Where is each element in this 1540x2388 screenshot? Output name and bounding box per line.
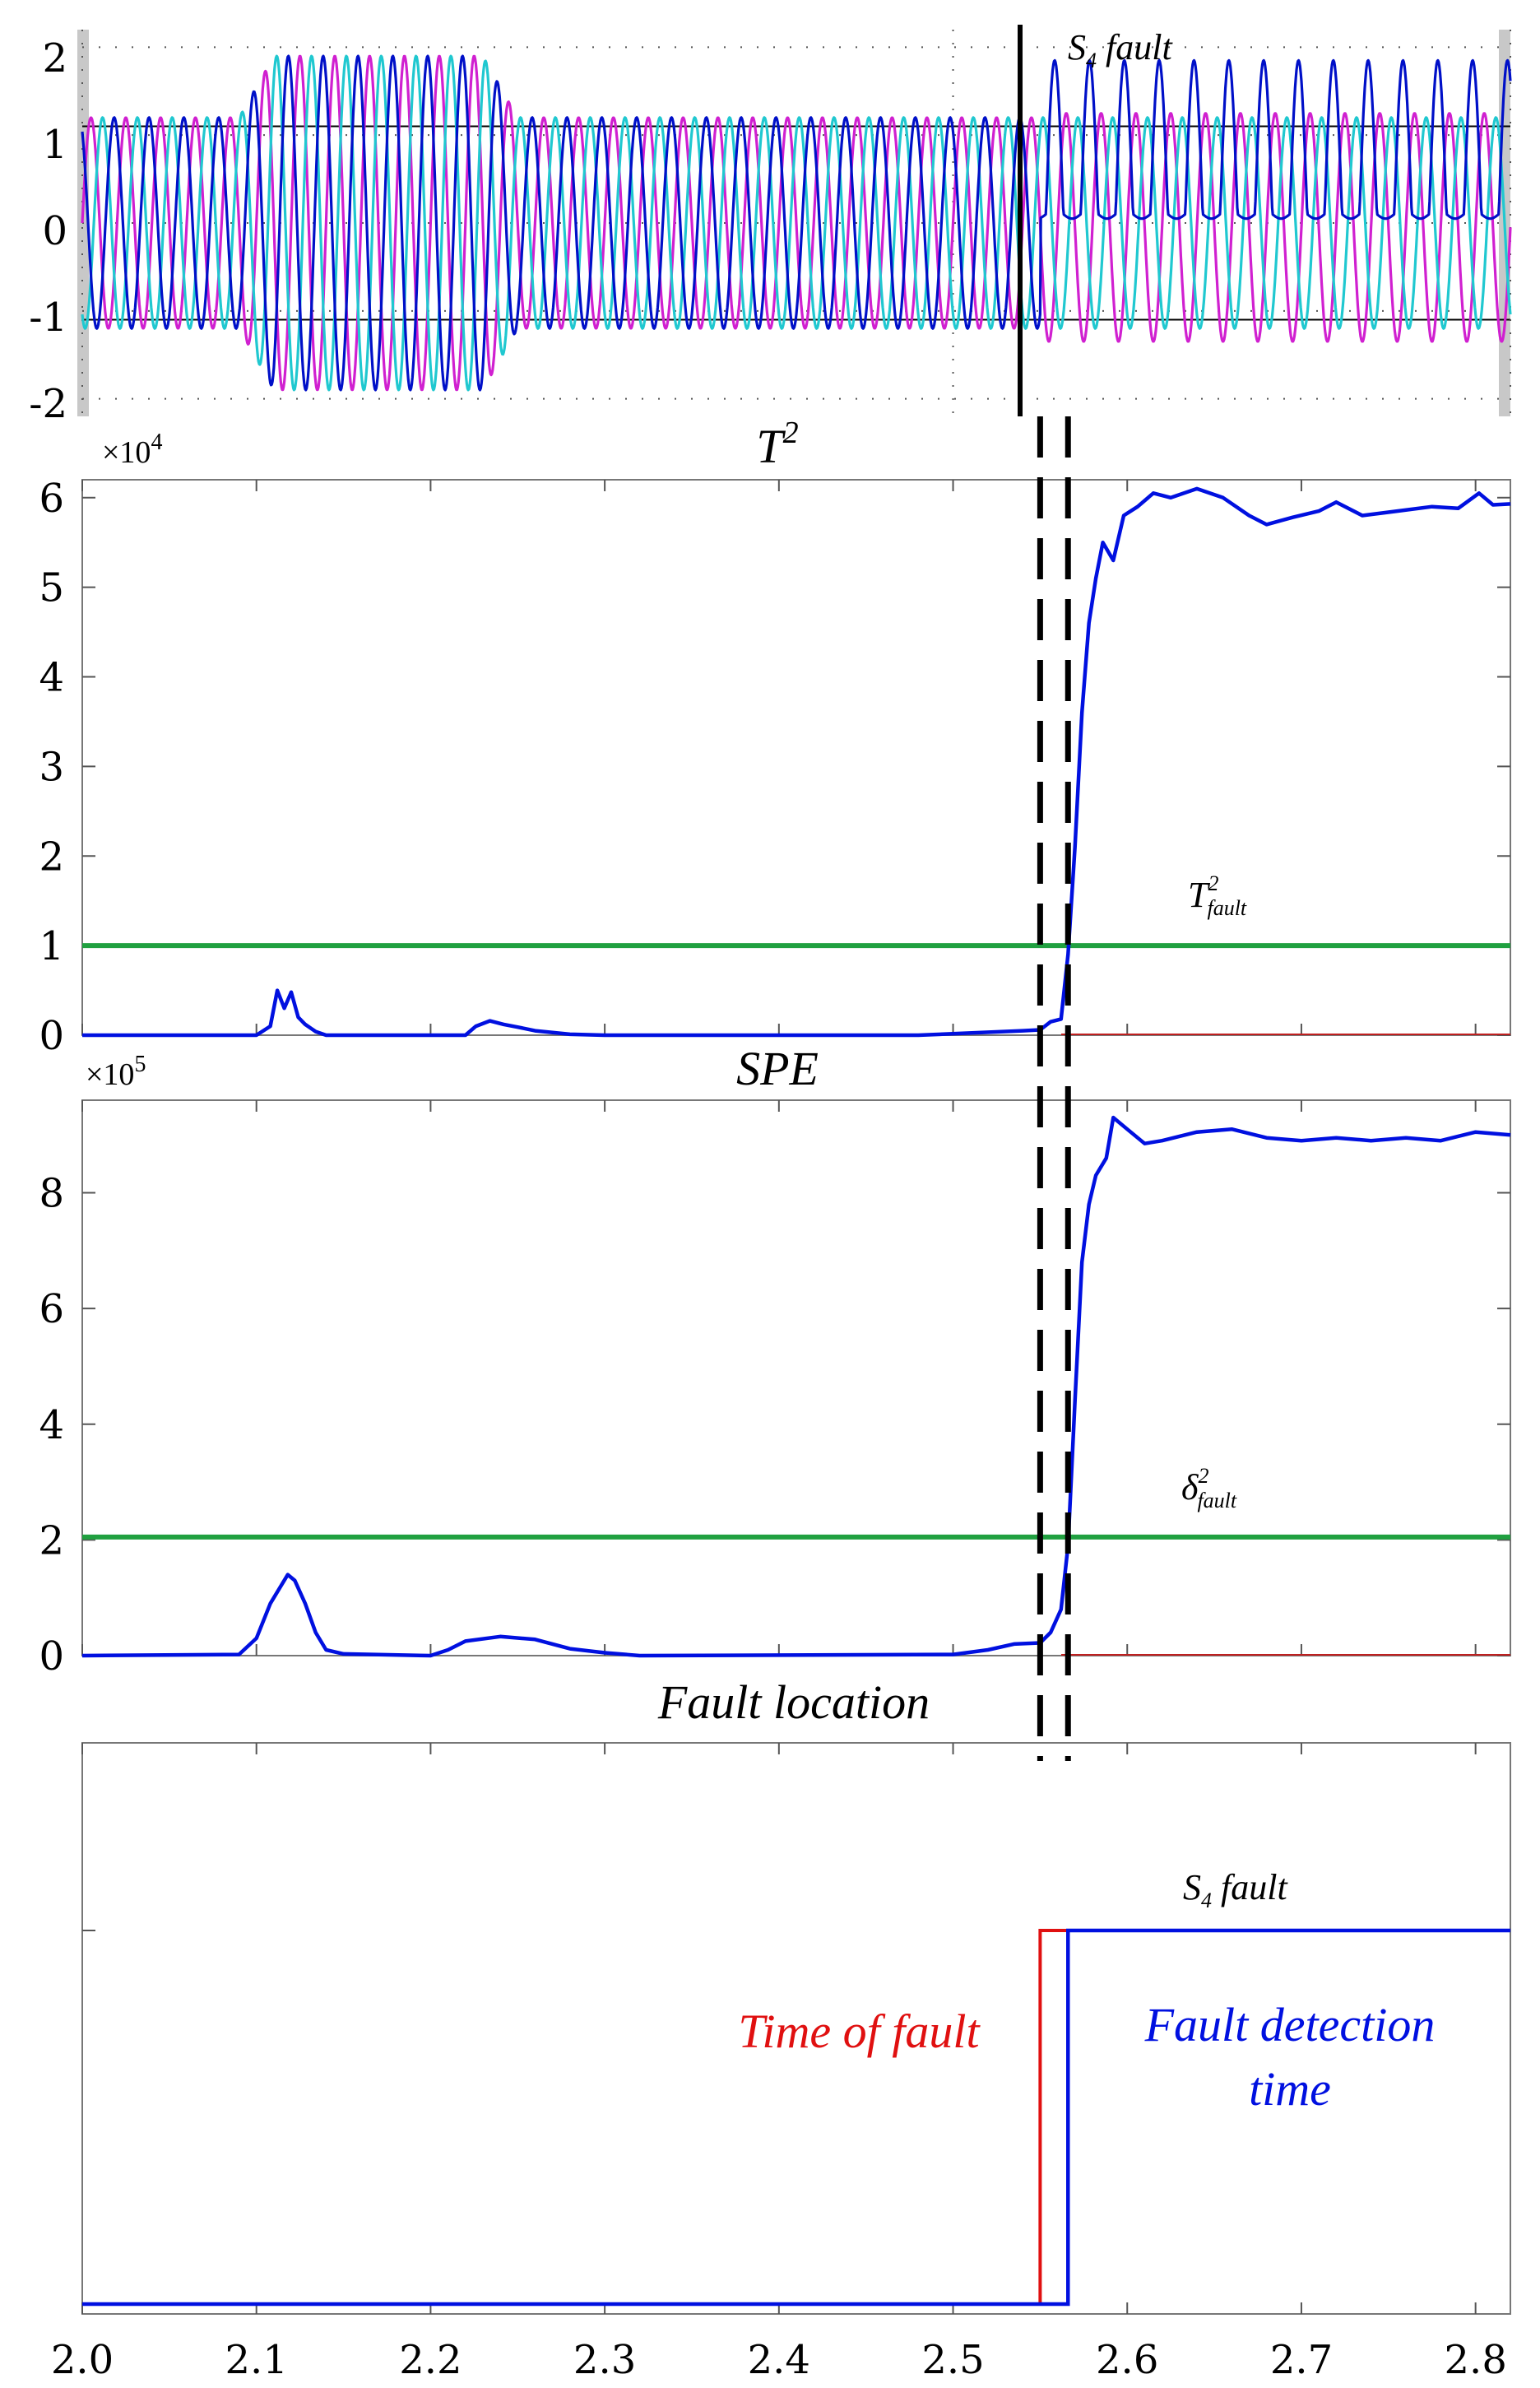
spe-threshold-label: δ2 fault bbox=[1181, 1464, 1237, 1512]
time-of-fault-label: Time of fault bbox=[738, 2005, 981, 2058]
y-tick-label: -1 bbox=[29, 295, 67, 341]
y-tick-label: 3 bbox=[39, 744, 64, 790]
y-tick-label: 0 bbox=[42, 208, 67, 254]
spe-y-ticks: 0 2 4 6 8 bbox=[39, 1171, 64, 1680]
spe-axes-box bbox=[81, 1099, 1511, 1656]
panel-t2: T2 ×104 0 1 2 3 4 5 6 T2 fault bbox=[39, 416, 1511, 1059]
spe-exponent: ×105 bbox=[86, 1052, 146, 1092]
t2-axes-box bbox=[81, 479, 1511, 1036]
t2-y-ticks: 0 1 2 3 4 5 6 bbox=[39, 476, 64, 1059]
phase-waveform-3 bbox=[81, 54, 1512, 392]
y-tick-label: 5 bbox=[39, 565, 64, 611]
x-tick-label: 2.0 bbox=[51, 2337, 114, 2383]
x-tick-label: 2.2 bbox=[399, 2337, 462, 2383]
x-tick-label: 2.6 bbox=[1096, 2337, 1158, 2383]
panel-phase-currents: 2 1 0 -1 -2 S4 fault bbox=[29, 27, 1512, 427]
detection-time-label-line1: Fault detection bbox=[1144, 1998, 1436, 2051]
x-tick-label: 2.8 bbox=[1445, 2337, 1507, 2383]
spe-title: SPE bbox=[736, 1042, 819, 1095]
panel-spe: SPE ×105 0 2 4 6 8 δ2 fault bbox=[39, 1042, 1511, 1680]
y-tick-label: 4 bbox=[39, 655, 64, 701]
y-tick-label: 6 bbox=[39, 476, 64, 522]
t2-series-line bbox=[82, 486, 1511, 1038]
phase-waveform-1 bbox=[81, 54, 1512, 392]
s4-fault-annotation: S4 fault bbox=[1068, 27, 1173, 72]
t2-title: T2 bbox=[756, 416, 798, 473]
spe-tick-marks bbox=[81, 1100, 1510, 1656]
fault-location-title: Fault location bbox=[657, 1675, 930, 1729]
y-tick-label: 1 bbox=[39, 923, 64, 969]
phase-waveforms bbox=[81, 54, 1512, 392]
x-tick-labels: 2.0 2.1 2.2 2.3 2.4 2.5 2.6 2.7 2.8 bbox=[51, 2337, 1507, 2383]
detection-time-label-line2: time bbox=[1249, 2062, 1331, 2116]
panel1-y-ticks: 2 1 0 -1 -2 bbox=[29, 35, 67, 427]
y-tick-label: 1 bbox=[42, 122, 67, 168]
y-tick-label: 8 bbox=[39, 1171, 64, 1217]
time-of-fault-step bbox=[1038, 1929, 1069, 2304]
fault-detection-step bbox=[82, 1928, 1510, 2307]
y-tick-label: 0 bbox=[39, 1633, 64, 1679]
y-tick-label: 2 bbox=[39, 834, 64, 880]
x-tick-label: 2.3 bbox=[573, 2337, 636, 2383]
phase-waveform-2 bbox=[81, 54, 1512, 392]
y-tick-label: -2 bbox=[29, 381, 67, 427]
fault-location-axes-box bbox=[81, 1742, 1511, 2315]
y-tick-label: 2 bbox=[39, 1517, 64, 1563]
t2-exponent: ×104 bbox=[102, 430, 162, 470]
y-tick-label: 2 bbox=[42, 35, 67, 81]
t2-threshold-label: T2 fault bbox=[1188, 871, 1247, 920]
x-tick-label: 2.5 bbox=[921, 2337, 984, 2383]
s4-fault-level-label: S4 fault bbox=[1183, 1867, 1288, 1912]
x-tick-label: 2.4 bbox=[748, 2337, 810, 2383]
y-tick-label: 0 bbox=[39, 1013, 64, 1059]
y-tick-label: 4 bbox=[39, 1402, 64, 1448]
x-tick-label: 2.1 bbox=[225, 2337, 288, 2383]
panel-fault-location: Fault location S4 fault Time of fault Fa… bbox=[51, 1675, 1511, 2383]
y-tick-label: 6 bbox=[39, 1286, 64, 1332]
x-tick-marks bbox=[81, 1743, 1477, 2314]
x-tick-label: 2.7 bbox=[1270, 2337, 1333, 2383]
